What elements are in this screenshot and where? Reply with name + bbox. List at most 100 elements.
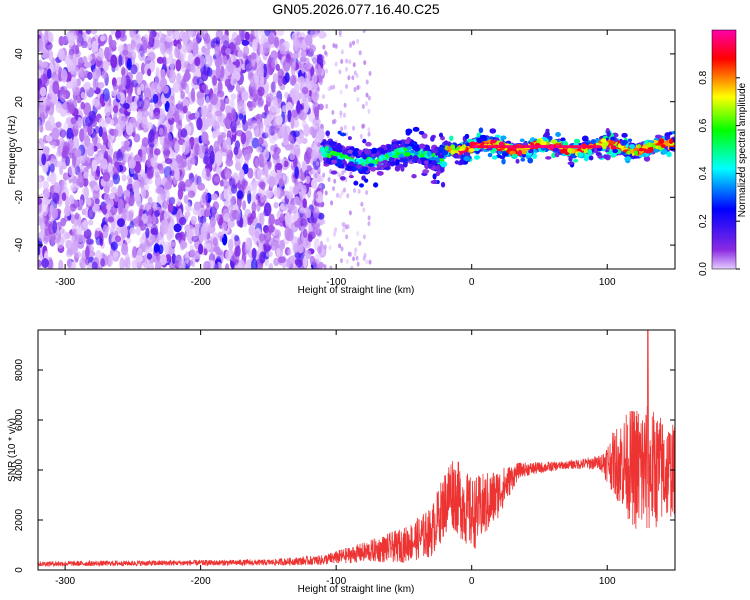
heatmap-cell xyxy=(342,227,346,233)
heatmap-cell xyxy=(201,131,209,144)
heatmap-cell xyxy=(294,166,299,179)
heatmap-cell xyxy=(291,109,298,119)
heatmap-cell xyxy=(388,156,394,163)
heatmap-cell xyxy=(168,197,176,205)
heatmap-cell xyxy=(536,139,542,144)
heatmap-cell xyxy=(318,30,326,39)
heatmap-cell xyxy=(299,217,307,228)
heatmap-cell xyxy=(164,42,171,49)
heatmap-cell xyxy=(70,183,77,192)
heatmap-cell xyxy=(214,260,219,269)
heatmap-cell xyxy=(501,158,506,165)
y-tick-label: 20 xyxy=(14,96,25,108)
heatmap-cell xyxy=(315,31,319,37)
heatmap-cell xyxy=(371,159,377,164)
heatmap-cell xyxy=(355,73,359,79)
heatmap-cell xyxy=(356,231,360,237)
heatmap-cell xyxy=(346,224,350,230)
heatmap-cell xyxy=(248,181,256,192)
heatmap-cell xyxy=(164,181,172,190)
heatmap-cell xyxy=(256,118,262,128)
heatmap-cell xyxy=(347,136,352,140)
heatmap-cell xyxy=(113,191,120,203)
heatmap-cell xyxy=(100,159,108,166)
heatmap-cell xyxy=(342,222,346,228)
heatmap-cell xyxy=(322,219,326,225)
heatmap-cell xyxy=(317,222,321,228)
heatmap-cell xyxy=(283,130,289,145)
heatmap-cell xyxy=(244,208,251,218)
heatmap-cell xyxy=(303,101,309,114)
heatmap-cell xyxy=(577,152,584,158)
heatmap-cell xyxy=(301,184,307,196)
heatmap-cell xyxy=(96,53,104,61)
heatmap-cell xyxy=(87,54,93,62)
heatmap-cell xyxy=(438,148,443,154)
heatmap-cell xyxy=(633,150,639,156)
heatmap-cell xyxy=(53,186,61,194)
heatmap-cell xyxy=(194,110,200,118)
heatmap-cell xyxy=(57,48,65,61)
heatmap-cell xyxy=(203,33,211,45)
heatmap-cell xyxy=(427,163,433,169)
heatmap-cell xyxy=(332,147,338,152)
heatmap-cell xyxy=(306,165,312,172)
heatmap-cell xyxy=(154,260,162,269)
heatmap-cell xyxy=(136,194,142,208)
heatmap-cell xyxy=(128,177,133,186)
heatmap-cell xyxy=(255,158,260,168)
heatmap-cell xyxy=(364,178,369,183)
heatmap-cell xyxy=(273,36,280,49)
heatmap-cell xyxy=(123,189,131,197)
heatmap-cell xyxy=(133,133,141,143)
heatmap-cell xyxy=(237,100,245,113)
heatmap-cell xyxy=(168,106,173,120)
heatmap-cell xyxy=(251,52,257,60)
heatmap-cell xyxy=(240,132,247,145)
heatmap-cell xyxy=(230,120,237,133)
heatmap-cell xyxy=(156,56,164,64)
heatmap-cell xyxy=(238,30,246,41)
heatmap-cell xyxy=(304,62,312,70)
heatmap-cell xyxy=(70,117,77,125)
heatmap-cell xyxy=(188,30,196,39)
heatmap-cell xyxy=(302,244,307,256)
heatmap-cell xyxy=(94,125,100,134)
heatmap-cell xyxy=(353,87,357,93)
heatmap-cell xyxy=(449,135,454,142)
heatmap-cell xyxy=(268,263,274,269)
heatmap-cell xyxy=(65,155,70,167)
heatmap-cell xyxy=(596,145,602,149)
heatmap-cell xyxy=(136,87,142,96)
heatmap-cell xyxy=(198,144,206,159)
heatmap-cell xyxy=(259,181,265,189)
heatmap-cell xyxy=(162,56,167,69)
heatmap-cell xyxy=(339,110,343,116)
heatmap-cell xyxy=(83,102,92,117)
heatmap-cell xyxy=(219,179,225,187)
heatmap-cell xyxy=(304,249,312,260)
heatmap-cell xyxy=(362,138,367,144)
heatmap-cell xyxy=(48,85,54,98)
heatmap-cell xyxy=(149,103,154,117)
heatmap-cell xyxy=(131,259,138,269)
heatmap-cell xyxy=(302,255,308,269)
heatmap-cell xyxy=(176,120,183,131)
heatmap-cell xyxy=(119,257,125,269)
heatmap-cell xyxy=(118,188,123,197)
heatmap-cell xyxy=(227,204,234,212)
heatmap-cell xyxy=(291,61,296,72)
heatmap-cell xyxy=(83,81,91,90)
heatmap-cell xyxy=(150,83,156,91)
heatmap-cell xyxy=(321,55,325,61)
heatmap-cell xyxy=(273,201,279,209)
heatmap-cell xyxy=(42,180,49,190)
heatmap-cell xyxy=(463,152,471,157)
heatmap-cell xyxy=(120,66,126,77)
heatmap-cell xyxy=(253,125,261,138)
heatmap-cell xyxy=(454,160,460,165)
heatmap-cell xyxy=(138,50,145,62)
heatmap-cell xyxy=(158,166,165,174)
heatmap-cell xyxy=(330,200,334,206)
heatmap-cell xyxy=(317,245,322,255)
